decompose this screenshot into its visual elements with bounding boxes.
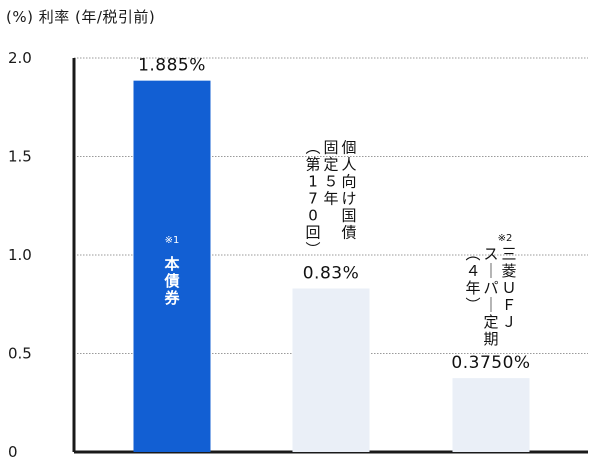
category-label-char: 定 [323, 155, 338, 173]
y-tick-label: 1.5 [8, 148, 32, 166]
category-label-char: 1 [308, 172, 318, 190]
category-label-char: 固 [323, 138, 338, 156]
category-label-char: ︶ [465, 296, 480, 314]
category-label-char: 菱 [501, 262, 516, 280]
category-label-char: 券 [164, 289, 180, 307]
category-label-char: 年 [465, 279, 480, 297]
category-label-char: ４ [465, 262, 480, 280]
category-note: ※1 [165, 235, 180, 246]
value-label: 0.3750% [451, 353, 530, 373]
category-label-char: け [341, 189, 356, 207]
value-label: 0.83% [303, 263, 360, 283]
bar [133, 80, 211, 452]
category-label-char: Ｊ [501, 313, 516, 331]
category-label-char: ︵ [305, 138, 320, 156]
category-label-char: 向 [341, 172, 356, 190]
category-label-char: ス [483, 245, 498, 263]
category-label-char: ︶ [305, 240, 320, 258]
y-tick-label: 0 [8, 443, 18, 461]
y-tick-label: 0.5 [8, 345, 32, 363]
category-note: ※2 [498, 233, 513, 244]
category-label-char: Ｆ [501, 296, 516, 314]
bar [452, 378, 530, 452]
category-label-char: 債 [341, 223, 356, 241]
category-label-char: 7 [308, 189, 318, 207]
y-tick-label: 2.0 [8, 49, 32, 67]
category-label-char: ︵ [465, 245, 480, 263]
bar [292, 288, 370, 452]
category-label-char: 三 [501, 245, 516, 263]
category-label-char: 本 [164, 255, 179, 273]
category-label-char: 人 [341, 155, 356, 173]
category-label-char: Ｕ [501, 279, 516, 297]
category-label-char: 期 [483, 330, 498, 348]
category-label-char: 0 [308, 206, 318, 224]
category-label-char: 債 [163, 272, 179, 290]
category-label-char: 年 [323, 189, 338, 207]
value-label: 1.885% [138, 56, 206, 76]
y-tick-label: 1.0 [8, 246, 32, 264]
category-label-char: 国 [341, 206, 356, 224]
category-label-char: ｜ [483, 296, 498, 314]
category-label-char: 回 [305, 223, 320, 241]
category-label-char: 定 [483, 313, 498, 331]
y-axis-unit-label: (%) 利率 (年/税引前) [6, 8, 156, 26]
category-label-char: パ [483, 279, 498, 297]
category-label-char: 第 [305, 155, 320, 173]
category-label-char: ｜ [483, 262, 498, 280]
category-label-char: ５ [323, 172, 338, 190]
category-label-char: 個 [341, 138, 356, 156]
